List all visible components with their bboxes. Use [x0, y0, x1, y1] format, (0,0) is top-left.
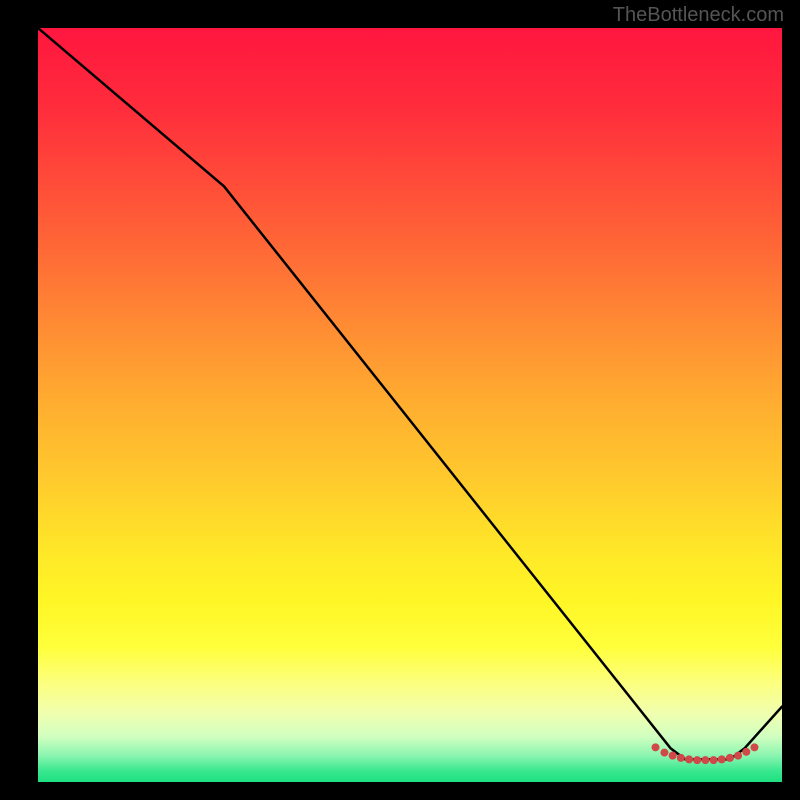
chart-marker	[652, 743, 660, 751]
chart-plot-area	[38, 28, 782, 782]
chart-line-layer	[38, 28, 782, 782]
chart-marker	[693, 756, 701, 764]
chart-marker	[677, 754, 685, 762]
chart-marker	[660, 749, 668, 757]
chart-marker	[710, 756, 718, 764]
chart-marker	[742, 748, 750, 756]
chart-marker	[685, 755, 693, 763]
chart-marker	[718, 755, 726, 763]
chart-marker	[669, 752, 677, 760]
chart-marker	[750, 743, 758, 751]
chart-line	[38, 28, 782, 759]
chart-marker	[734, 752, 742, 760]
chart-marker	[701, 756, 709, 764]
chart-marker	[726, 754, 734, 762]
watermark-text: TheBottleneck.com	[613, 4, 784, 27]
